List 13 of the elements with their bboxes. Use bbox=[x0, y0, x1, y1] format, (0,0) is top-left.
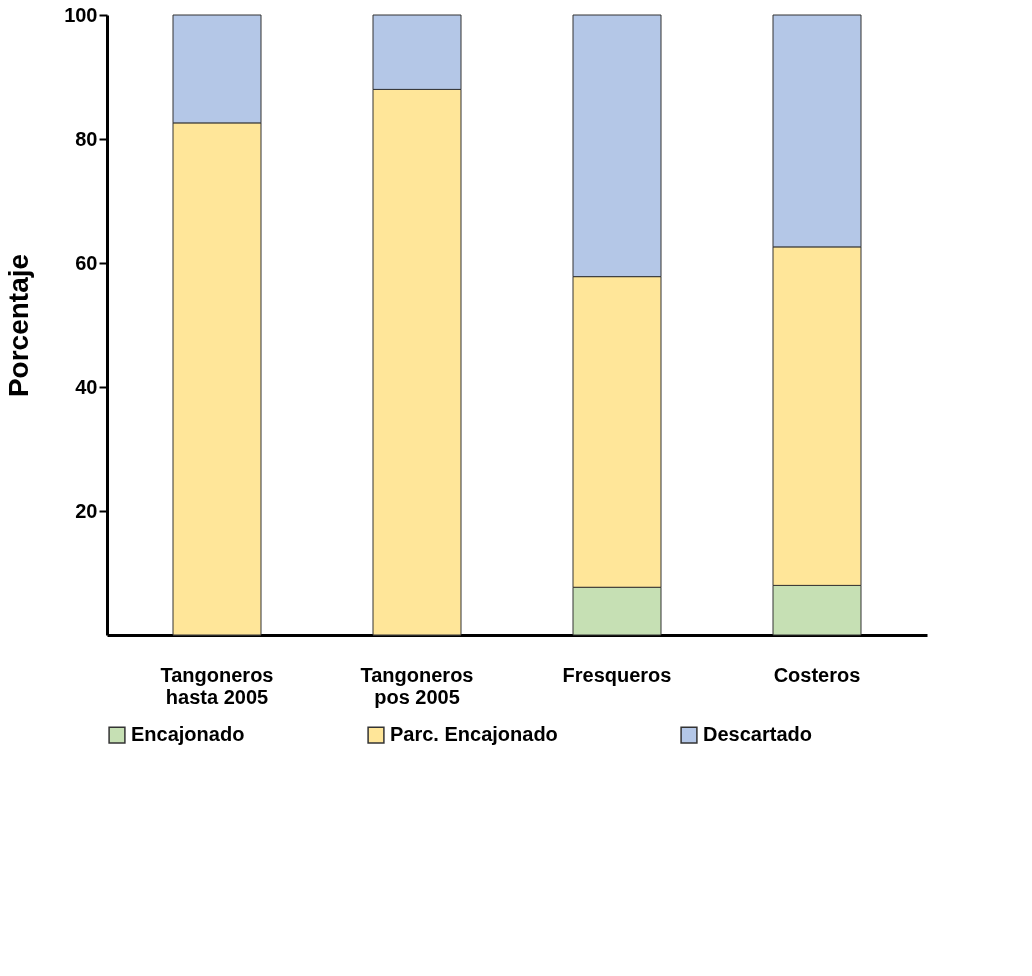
x-tick-label: Tangoneros hasta 2005 bbox=[160, 663, 274, 708]
legend-label: Encajonado bbox=[131, 723, 245, 746]
y-tick-label: 20 bbox=[75, 499, 98, 522]
x-tick-label: Costeros bbox=[773, 663, 861, 686]
y-axis-title: Porcentaje bbox=[3, 253, 35, 398]
legend-label: Descartado bbox=[703, 723, 812, 746]
x-tick-label: Tangoneros pos 2005 bbox=[360, 663, 474, 708]
y-tick-label: 100 bbox=[64, 3, 98, 26]
y-tick-label: 60 bbox=[75, 251, 98, 274]
legend-label: Parc. Encajonado bbox=[390, 723, 558, 746]
y-tick-label: 80 bbox=[75, 127, 98, 150]
y-tick-label: 40 bbox=[75, 375, 98, 398]
x-tick-label: Fresqueros bbox=[562, 663, 672, 686]
